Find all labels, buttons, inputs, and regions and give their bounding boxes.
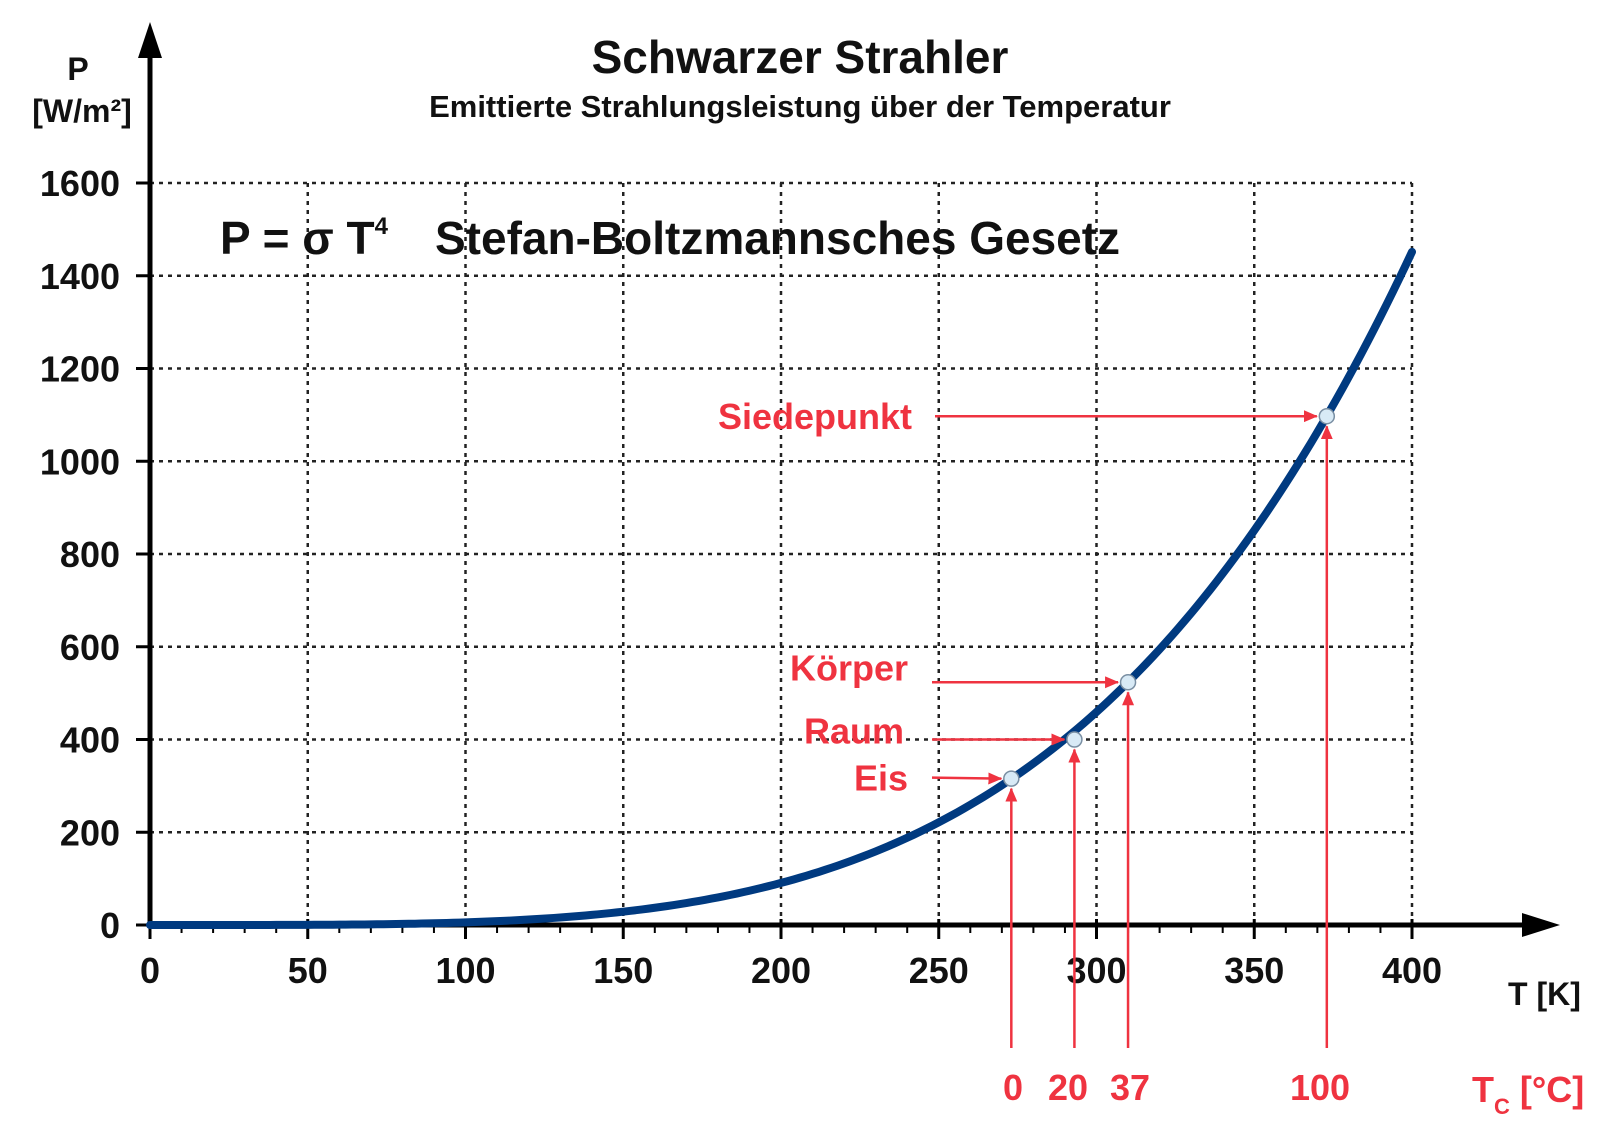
y-axis-label-unit: [W/m²]: [32, 93, 132, 129]
chart-title: Schwarzer Strahler: [592, 31, 1009, 83]
formula-lhs: P =: [220, 212, 302, 264]
axes: [136, 22, 1560, 939]
celsius-label-main: T: [1472, 1069, 1494, 1110]
formula-sigma: σ: [302, 212, 333, 264]
x-tick-label: 150: [593, 950, 653, 991]
data-point-raum: [1066, 731, 1083, 748]
celsius-label-unit: [°C]: [1510, 1069, 1584, 1110]
celsius-label-sub: C: [1494, 1094, 1510, 1119]
celsius-axis-label: TC [°C]: [1472, 1069, 1584, 1119]
y-tick-label: 1000: [40, 441, 120, 482]
x-tick-label: 250: [909, 950, 969, 991]
x-axis-arrowhead: [1522, 913, 1560, 937]
celsius-tick-100: 100: [1290, 1067, 1350, 1108]
chart-subtitle: Emittierte Strahlungsleistung über der T…: [429, 89, 1171, 124]
y-tick-label: 200: [60, 812, 120, 853]
data-point-siedepunkt: [1318, 407, 1336, 425]
y-tick-labels: 0 200 400 600 800 1000 1200 1400 1600: [40, 163, 120, 946]
y-tick-label: 0: [100, 905, 120, 946]
annotation-arrow-eis: [931, 772, 1003, 785]
formula-T: T: [334, 212, 375, 264]
annotations: Eis 0 Raum 20 Körper 37 Siedepunkt 100: [718, 396, 1350, 1108]
x-tick-label: 0: [140, 950, 160, 991]
celsius-tick-37: 37: [1110, 1067, 1150, 1108]
y-tick-label: 400: [60, 720, 120, 761]
y-tick-label: 1600: [40, 163, 120, 204]
x-tick-label: 50: [288, 950, 328, 991]
y-axis-label-symbol: P: [67, 51, 88, 87]
x-tick-labels: 0 50 100 150 200 250 300 350 400: [140, 950, 1442, 991]
y-tick-label: 600: [60, 627, 120, 668]
series-line-stefan-boltzmann: [146, 247, 1416, 929]
y-axis-arrowhead: [138, 22, 162, 58]
x-tick-label: 100: [435, 950, 495, 991]
grid: [150, 181, 1414, 925]
annotation-label-eis: Eis: [854, 758, 908, 799]
y-tick-label: 1400: [40, 256, 120, 297]
data-point-eis: [1003, 770, 1020, 787]
celsius-tick-0: 0: [1003, 1067, 1023, 1108]
annotation-label-raum: Raum: [804, 711, 904, 752]
x-tick-label: 200: [751, 950, 811, 991]
data-point-körper: [1119, 674, 1137, 691]
x-tick-label: 400: [1382, 950, 1442, 991]
formula-text: P = σ T4: [220, 212, 389, 264]
annotation-label-körper: Körper: [790, 647, 908, 688]
y-tick-label: 1200: [40, 349, 120, 390]
annotation-label-siedepunkt: Siedepunkt: [718, 396, 912, 437]
formula-exponent: 4: [375, 213, 389, 240]
x-axis-label: T [K]: [1508, 976, 1581, 1012]
x-tick-label: 350: [1224, 950, 1284, 991]
x-tick-label: 300: [1066, 950, 1126, 991]
law-name: Stefan-Boltzmannsches Gesetz: [435, 212, 1120, 264]
y-tick-label: 800: [60, 534, 120, 575]
celsius-tick-20: 20: [1048, 1067, 1088, 1108]
